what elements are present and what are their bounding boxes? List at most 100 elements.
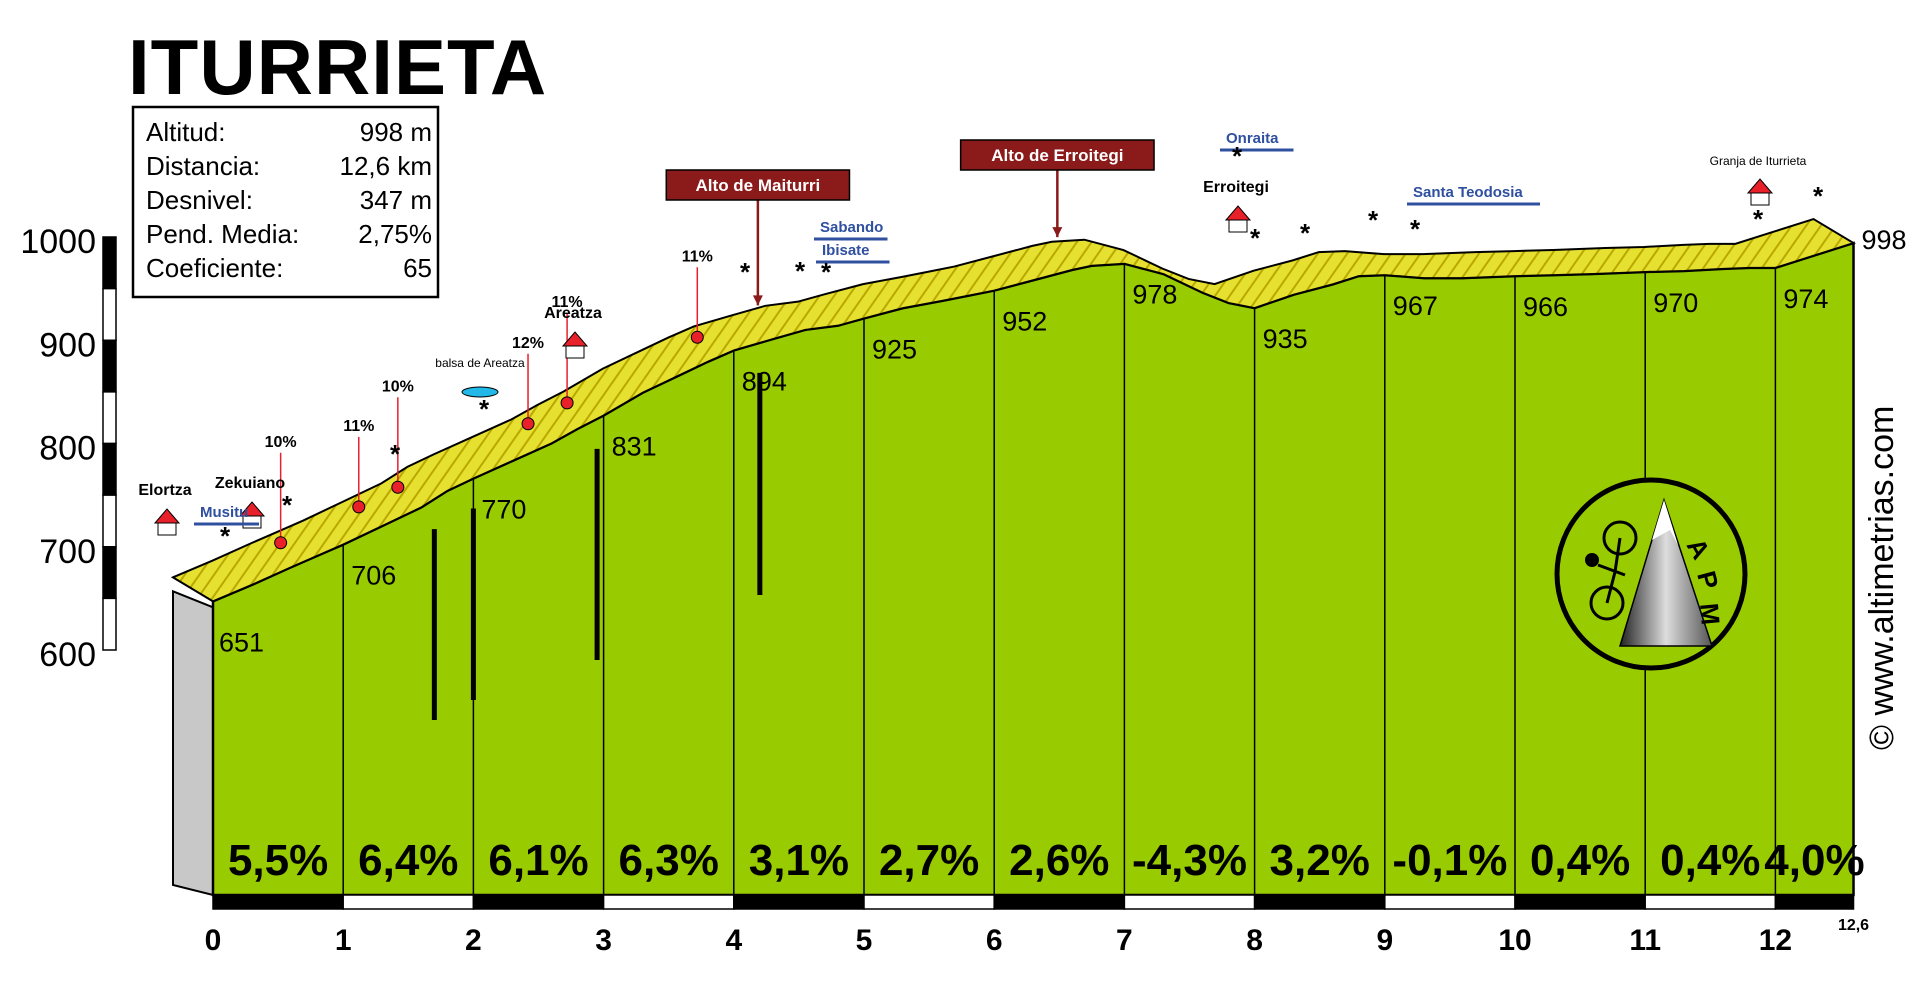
apm-logo: A P M xyxy=(1554,477,1748,671)
y-tick-label: 600 xyxy=(39,636,96,674)
stats-box: Altitud: 998 m Distancia: 12,6 km Desnivel: 3… xyxy=(131,105,440,299)
x-tick-label: 8 xyxy=(1246,924,1263,957)
place-name: Erroitegi xyxy=(1203,179,1269,196)
steep-mark-label: 10% xyxy=(382,378,414,395)
y-scale-segment xyxy=(102,546,117,600)
segment-gradient-label: 0,4% xyxy=(1660,836,1760,885)
stat-value: 12,6 km xyxy=(340,151,433,181)
junction-star-icon: * xyxy=(479,394,490,424)
y-scale-segment xyxy=(102,597,117,651)
steep-mark-dot xyxy=(391,480,405,494)
stat-label: Distancia: xyxy=(146,151,260,181)
stat-value: 998 m xyxy=(360,117,432,147)
steep-mark-dot xyxy=(690,330,704,344)
village-house-icon xyxy=(1224,205,1252,221)
branch-road-label: Sabando xyxy=(820,219,883,236)
junction-star-icon: * xyxy=(1232,141,1243,171)
y-tick-label: 700 xyxy=(39,533,96,571)
km-elevation-label: 966 xyxy=(1523,292,1568,322)
annotations: 10% 11% 10% 12% 11% 11% Alto de Maiturri Alto d… xyxy=(138,130,1824,551)
segment-gradient-label: 5,5% xyxy=(228,836,328,885)
km-elevation-label: 967 xyxy=(1393,291,1438,321)
village-house-body xyxy=(157,522,177,536)
y-scale-segment xyxy=(102,236,117,290)
steep-mark-label: 11% xyxy=(682,248,713,265)
pass-label-box xyxy=(959,139,1155,171)
reservoir-icon xyxy=(461,386,499,398)
km-elevation-label: 925 xyxy=(872,334,917,364)
steep-mark-label: 11% xyxy=(552,294,583,311)
junction-star-icon: * xyxy=(1813,181,1824,211)
steep-mark-dot xyxy=(352,500,366,514)
x-scale-segment xyxy=(212,894,344,910)
branch-road-label: Musitu xyxy=(200,504,248,521)
junction-star-icon: * xyxy=(282,490,293,520)
village-house-icon xyxy=(153,508,181,524)
x-scale-segment xyxy=(472,894,605,910)
y-scale-segment xyxy=(102,287,117,341)
x-tick-label: 12 xyxy=(1759,924,1792,957)
pass-name: Alto de Erroitegi xyxy=(991,146,1123,165)
x-tick-label: 3 xyxy=(595,924,612,957)
x-scale-segment xyxy=(733,894,865,910)
stat-value: 65 xyxy=(403,253,432,283)
km-elevation-label: 935 xyxy=(1263,324,1308,354)
segment-gradient-label: -4,3% xyxy=(1132,836,1247,885)
village-house-body xyxy=(1750,192,1770,206)
y-tick-label: 800 xyxy=(39,430,96,468)
km-elevation-label: 952 xyxy=(1002,307,1047,337)
steep-mark-label: 11% xyxy=(343,418,374,435)
branch-road-label: Onraita xyxy=(1226,130,1279,147)
y-tick-label: 900 xyxy=(39,326,96,364)
junction-star-icon: * xyxy=(1410,214,1421,244)
profile-area: 5,5% 6,4% 6,1% 6,3% 3,1% 2,7% 2,6% -4,3% 3,2% -0,… xyxy=(170,217,1907,897)
junction-star-icon: * xyxy=(1250,223,1261,253)
pass-name: Alto de Maiturri xyxy=(696,176,821,195)
village-house-icon xyxy=(1746,178,1774,194)
chart-title: ITURRIETA xyxy=(128,23,547,111)
x-tick-label: 6 xyxy=(986,924,1003,957)
credit: © www.altimetrias.com xyxy=(1863,406,1901,750)
stat-value: 2,75% xyxy=(358,219,432,249)
km-elevation-label: 894 xyxy=(742,366,787,396)
reservoir-label: balsa de Areatza xyxy=(435,356,525,370)
km-elevation-label: 706 xyxy=(351,561,396,591)
junction-star-icon: * xyxy=(1368,205,1379,235)
pass-arrow xyxy=(1052,227,1063,238)
junction-star-icon: * xyxy=(821,257,832,287)
km-elevation-label: 831 xyxy=(612,431,657,461)
x-axis: 0 1 2 3 4 5 6 7 8 9 10 11 12 12,6 xyxy=(205,894,1869,957)
steep-mark-dot xyxy=(274,536,288,550)
y-scale-segment xyxy=(102,391,117,445)
x-tick-label: 7 xyxy=(1116,924,1133,957)
y-tick-label: 1000 xyxy=(20,223,96,261)
segment-gradient-label: 2,6% xyxy=(1009,836,1109,885)
segment-gradient-label: -0,1% xyxy=(1392,836,1507,885)
y-scale-segment xyxy=(102,442,117,496)
stat-label: Desnivel: xyxy=(146,185,253,215)
x-tick-label: 0 xyxy=(205,924,222,957)
profile-side-wall xyxy=(172,589,214,897)
branch-road-label: Ibisate xyxy=(822,242,870,259)
segment-gradient-label: 3,2% xyxy=(1270,836,1370,885)
x-tick-label: 5 xyxy=(856,924,873,957)
junction-star-icon: * xyxy=(1753,204,1764,234)
steep-mark-label: 10% xyxy=(265,434,297,451)
x-scale-segment xyxy=(1774,894,1855,910)
steep-mark-dot xyxy=(521,417,535,431)
segment-gradient-label: 6,4% xyxy=(358,836,458,885)
x-scale-segment xyxy=(1123,894,1256,910)
junction-star-icon: * xyxy=(795,256,806,286)
x-tick-label: 4 xyxy=(725,924,742,957)
km-elevation-label: 978 xyxy=(1132,280,1177,310)
stat-label: Altitud: xyxy=(146,117,226,147)
km-elevation-label: 998 xyxy=(1862,225,1907,255)
x-tick-label: 1 xyxy=(335,924,352,957)
junction-star-icon: * xyxy=(390,439,401,469)
junction-star-icon: * xyxy=(740,257,751,287)
km-elevation-label: 770 xyxy=(481,494,526,524)
place-name: Zekuiano xyxy=(215,475,285,492)
village-house-body xyxy=(565,345,585,359)
junction-star-icon: * xyxy=(220,521,231,551)
